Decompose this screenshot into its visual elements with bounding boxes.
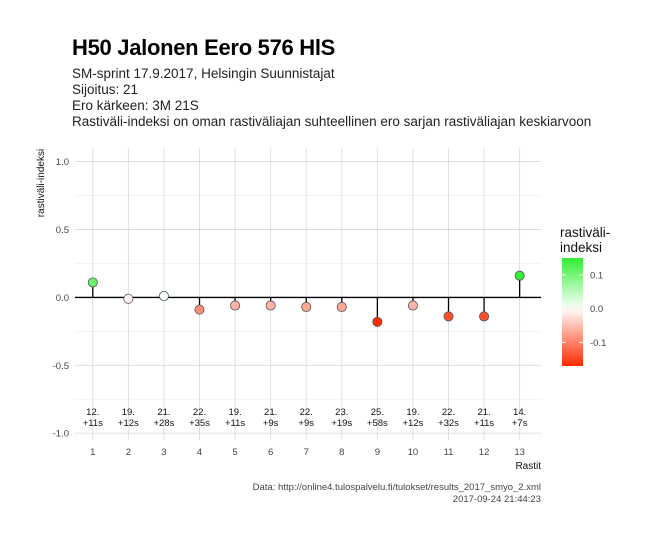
x-tick-label: 4 bbox=[197, 447, 202, 458]
legend-tick-label: 0.1 bbox=[590, 270, 603, 281]
y-tick-label: 0.0 bbox=[56, 293, 69, 304]
split-diff-label: +9s bbox=[263, 418, 279, 429]
x-tick-label: 11 bbox=[444, 447, 454, 458]
split-rank-label: 19. bbox=[228, 407, 241, 418]
split-diff-label: +12s bbox=[403, 418, 424, 429]
split-diff-label: +11s bbox=[225, 418, 245, 429]
x-axis-title: Rastit bbox=[515, 461, 541, 472]
data-source-caption: Data: http://online4.tulospalvelu.fi/tul… bbox=[253, 482, 541, 493]
legend-tick-label: -0.1 bbox=[590, 338, 606, 349]
lollipop-point bbox=[479, 311, 490, 322]
lollipop-point bbox=[372, 316, 383, 327]
x-tick-label: 9 bbox=[375, 447, 380, 458]
split-diff-label: +58s bbox=[367, 418, 388, 429]
timestamp-caption: 2017-09-24 21:44:23 bbox=[453, 494, 541, 505]
lollipop-point bbox=[123, 293, 134, 304]
split-rank-label: 21. bbox=[264, 407, 277, 418]
y-axis-title: rastiväli-indeksi bbox=[36, 149, 47, 217]
color-legend: rastiväli- indeksi 0.1 0.0 -0.1 bbox=[560, 225, 610, 366]
lollipop-point bbox=[443, 311, 454, 322]
x-tick-label: 13 bbox=[514, 447, 525, 458]
split-diff-label: +11s bbox=[83, 418, 103, 429]
lollipop-point bbox=[230, 300, 241, 311]
x-tick-label: 10 bbox=[408, 447, 419, 458]
split-rank-label: 12. bbox=[86, 407, 99, 418]
legend-title-line-1: rastiväli- bbox=[560, 225, 610, 240]
legend-title-line-2: indeksi bbox=[560, 240, 602, 255]
split-diff-label: +32s bbox=[438, 418, 459, 429]
split-rank-label: 19. bbox=[122, 407, 135, 418]
x-tick-label: 1 bbox=[90, 447, 95, 458]
split-diff-label: +35s bbox=[189, 418, 210, 429]
x-tick-label: 12 bbox=[479, 447, 490, 458]
x-tick-label: 8 bbox=[339, 447, 344, 458]
y-tick-label: 1.0 bbox=[56, 157, 69, 168]
subtitle-line-2: Sijoitus: 21 bbox=[72, 82, 138, 97]
y-tick-label: -0.5 bbox=[53, 361, 69, 372]
split-rank-label: 21. bbox=[477, 407, 490, 418]
subtitle-line-4: Rastiväli-indeksi on oman rastiväliajan … bbox=[72, 114, 591, 129]
y-tick-label: 0.5 bbox=[56, 225, 69, 236]
legend-colorbar bbox=[562, 258, 583, 366]
split-rank-label: 22. bbox=[442, 407, 455, 418]
x-tick-label: 7 bbox=[304, 447, 309, 458]
lollipop-point bbox=[514, 270, 525, 281]
split-diff-label: +7s bbox=[512, 418, 528, 429]
x-tick-label: 6 bbox=[268, 447, 273, 458]
lollipop-point bbox=[301, 301, 312, 312]
split-rank-label: 21. bbox=[157, 407, 170, 418]
lollipop-point bbox=[336, 301, 347, 312]
x-tick-label: 3 bbox=[161, 447, 166, 458]
split-diff-label: +19s bbox=[331, 418, 352, 429]
y-tick-label: -1.0 bbox=[53, 429, 69, 440]
split-rank-label: 19. bbox=[406, 407, 419, 418]
split-diff-label: +11s bbox=[474, 418, 494, 429]
split-rank-label: 22. bbox=[300, 407, 313, 418]
split-diff-label: +28s bbox=[153, 418, 174, 429]
split-rank-label: 23. bbox=[335, 407, 348, 418]
lollipop-point bbox=[194, 304, 205, 315]
subtitle-line-3: Ero kärkeen: 3M 21S bbox=[72, 98, 199, 113]
x-tick-label: 2 bbox=[126, 447, 131, 458]
subtitle-line-1: SM-sprint 17.9.2017, Helsingin Suunnista… bbox=[72, 66, 335, 81]
lollipop-point bbox=[407, 300, 418, 311]
split-diff-label: +9s bbox=[298, 418, 314, 429]
lollipop-point bbox=[265, 300, 276, 311]
split-diff-label: +12s bbox=[118, 418, 139, 429]
legend-tick-label: 0.0 bbox=[590, 304, 603, 315]
split-rank-label: 14. bbox=[513, 407, 526, 418]
x-tick-label: 5 bbox=[232, 447, 237, 458]
lollipop-point bbox=[87, 277, 98, 288]
split-rank-label: 22. bbox=[193, 407, 206, 418]
plot-panel: 1.00.50.0-0.5-1.01 2 3 4 5 6 7 8 9 10 11 12 1312.+11… bbox=[53, 148, 541, 458]
split-rank-label: 25. bbox=[371, 407, 384, 418]
chart-title: H50 Jalonen Eero 576 HlS bbox=[72, 35, 335, 60]
lollipop-point bbox=[158, 291, 169, 302]
